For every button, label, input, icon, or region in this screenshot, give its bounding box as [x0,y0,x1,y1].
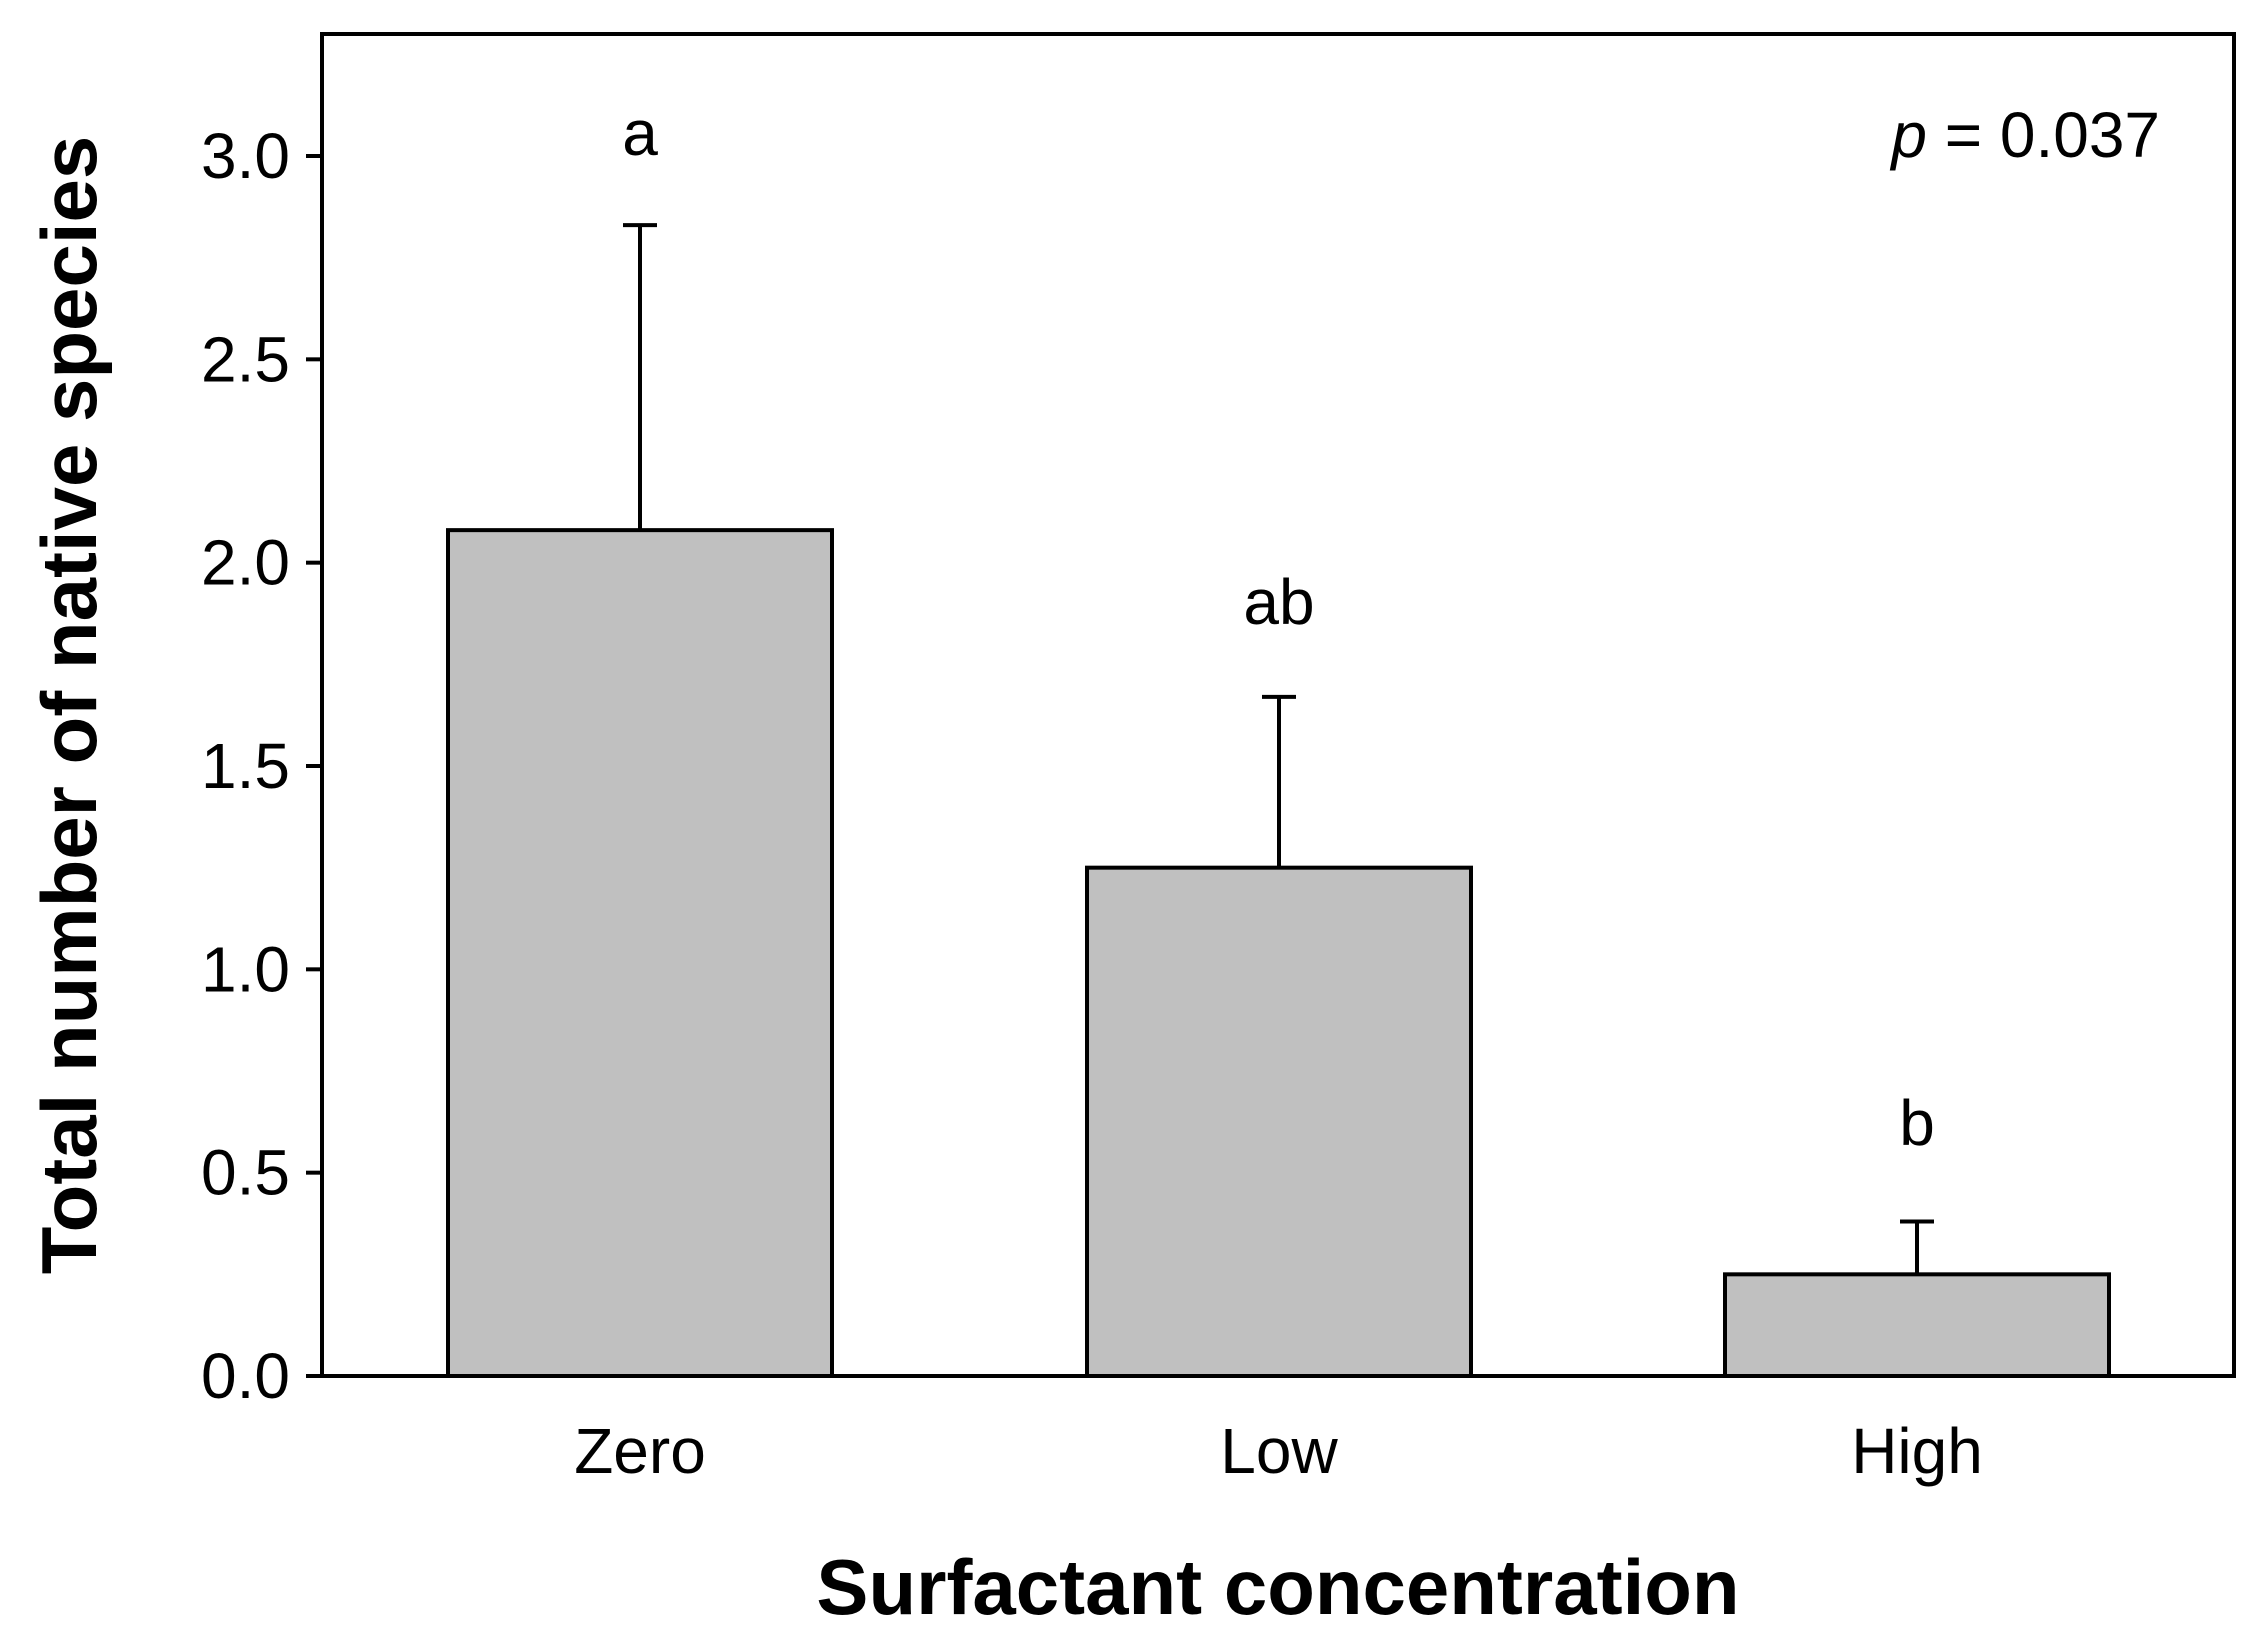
x-axis-title: Surfactant concentration [816,1543,1739,1631]
x-category-label: Zero [574,1415,706,1487]
y-ticks: 0.0 0.5 1.0 1.5 2.0 2.5 3.0 [201,120,322,1412]
significance-letters: a ab b [622,97,1935,1159]
y-tick-label: 0.0 [201,1340,290,1412]
x-category-label: Low [1220,1415,1338,1487]
bar-low [1085,865,1473,1379]
significance-letter: b [1899,1087,1935,1159]
significance-letter: a [622,97,658,169]
significance-letter: ab [1243,566,1314,638]
p-symbol: p [1889,99,1927,171]
y-tick-label: 2.0 [201,527,290,599]
bar-zero [446,528,834,1378]
y-tick-label: 2.5 [201,323,290,395]
y-tick-label: 1.5 [201,730,290,802]
y-tick-label: 0.5 [201,1137,290,1209]
y-tick-label: 3.0 [201,120,290,192]
y-tick-label: 1.0 [201,933,290,1005]
bars [446,528,2111,1379]
p-value-annotation: p = 0.037 [1889,99,2160,171]
x-category-labels: Zero Low High [574,1415,1983,1487]
bar-high [1723,1272,2111,1379]
y-axis-title: Total number of native species [25,136,113,1275]
error-bars [623,223,1934,1275]
x-category-label: High [1851,1415,1983,1487]
p-value: = 0.037 [1927,99,2160,171]
